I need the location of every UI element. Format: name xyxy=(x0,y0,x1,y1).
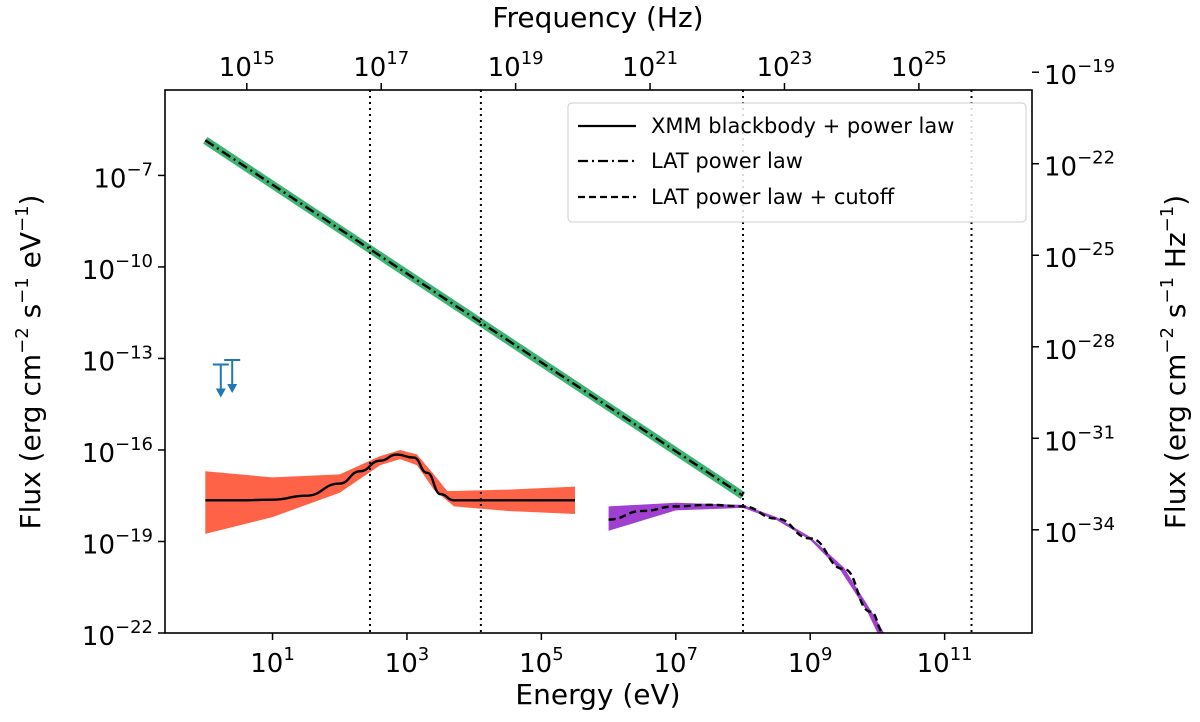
top-axis-title: Frequency (Hz) xyxy=(492,1,703,34)
y-tick-label--7: 10−7 xyxy=(93,159,153,194)
right-tick-label--22: 10−22 xyxy=(1044,148,1115,183)
series-line-0 xyxy=(205,453,575,502)
y-tick-label--16: 10−16 xyxy=(82,434,153,469)
series-line-1 xyxy=(204,139,744,497)
series-line-2 xyxy=(608,503,885,633)
right-tick-label--19: 10−19 xyxy=(1044,56,1115,91)
x-tick-label-11: 1011 xyxy=(917,644,973,679)
legend-label-lat-pl: LAT power law xyxy=(651,149,803,173)
y-axis-title: Flux (erg cm−2 s−1 eV−1) xyxy=(12,195,47,530)
y-tick-label--10: 10−10 xyxy=(82,251,153,286)
x-tick-label-1: 101 xyxy=(250,644,295,679)
plot-frame xyxy=(164,89,1033,634)
right-axis-title: Flux (erg cm−2 s−1 Hz−1) xyxy=(1157,195,1192,529)
legend-label-lat-cutoff: LAT power law + cutoff xyxy=(651,185,895,209)
x-tick-label-3: 103 xyxy=(385,644,430,679)
upper-limits xyxy=(212,358,241,398)
right-tick-label--25: 10−25 xyxy=(1044,239,1115,274)
right-tick-label--34: 10−34 xyxy=(1044,514,1115,549)
x-axis-title: Energy (eV) xyxy=(515,678,680,711)
y-tick-label--19: 10−19 xyxy=(82,525,153,560)
legend-label-xmm: XMM blackbody + power law xyxy=(651,114,954,138)
top-tick-label-23: 1023 xyxy=(756,48,812,83)
y-tick-label--13: 10−13 xyxy=(82,342,153,377)
x-tick-label-7: 107 xyxy=(654,644,699,679)
legend: XMM blackbody + power law LAT power law … xyxy=(567,102,1027,223)
top-tick-label-21: 1021 xyxy=(622,48,678,83)
top-tick-label-19: 1019 xyxy=(488,48,544,83)
right-tick-label--28: 10−28 xyxy=(1044,331,1115,366)
upper-limit-arrow-1 xyxy=(227,383,238,393)
x-tick-label-5: 105 xyxy=(519,644,564,679)
top-tick-label-25: 1025 xyxy=(891,48,947,83)
model-curves xyxy=(204,139,885,633)
band-0 xyxy=(205,450,576,534)
axis-ticks: 101 103 105 107 109 1011 1015 1017 1019 1021 1023 1… xyxy=(82,48,1115,679)
upper-limit-arrow-0 xyxy=(215,388,226,398)
top-tick-label-17: 1017 xyxy=(353,48,409,83)
legend-box xyxy=(567,102,1027,223)
top-tick-label-15: 1015 xyxy=(219,48,275,83)
y-tick-label--22: 10−22 xyxy=(82,617,153,652)
band-2 xyxy=(608,502,885,633)
x-tick-label-9: 109 xyxy=(788,644,833,679)
right-tick-label--31: 10−31 xyxy=(1044,422,1115,457)
